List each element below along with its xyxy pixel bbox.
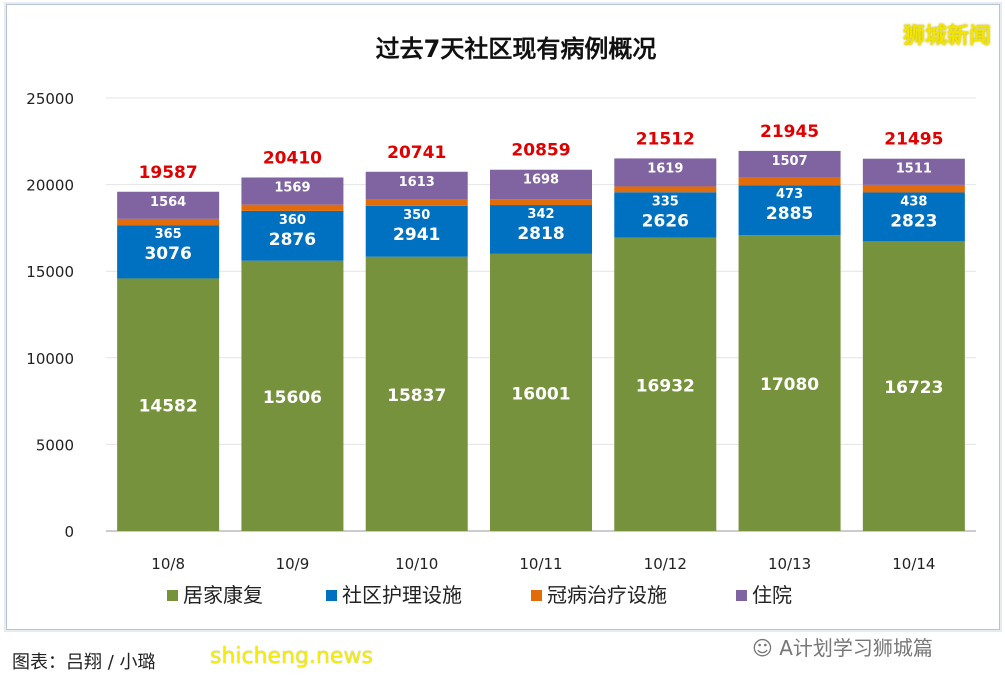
bar-segment <box>862 241 965 531</box>
stacked-bar-chart: 过去7天社区现有病例概况 0 5000 10000 15000 20000 25000 14… <box>26 35 976 607</box>
data-label: 1507 <box>771 154 807 169</box>
chart-title: 过去7天社区现有病例概况 <box>376 35 657 63</box>
legend-swatch <box>736 590 747 601</box>
wechat-account: A计划学习狮城篇 <box>779 636 933 660</box>
bar-segment <box>614 237 717 531</box>
bar-segment <box>365 256 468 531</box>
bar-segment <box>117 225 220 279</box>
bar-segment <box>862 158 965 185</box>
bar-segment <box>738 150 841 178</box>
bar-segment <box>365 171 468 200</box>
bar-segment <box>241 260 344 531</box>
x-tick-label: 10/10 <box>395 555 438 573</box>
data-label: 2941 <box>393 225 440 245</box>
legend-label: 住院 <box>752 583 792 607</box>
bar-segment <box>614 192 717 238</box>
total-label: 20859 <box>511 141 570 161</box>
watermark-logo: 狮城新闻 <box>902 24 991 49</box>
total-label: 20410 <box>263 148 322 168</box>
bar-segment <box>117 278 220 531</box>
data-label: 438 <box>900 194 927 209</box>
bar-segment <box>738 235 841 532</box>
legend-label: 社区护理设施 <box>342 583 462 607</box>
data-label: 473 <box>776 187 803 202</box>
bar-segment <box>738 185 841 236</box>
caption-watermark: shicheng.news <box>210 644 373 669</box>
data-label: 2823 <box>890 211 937 231</box>
y-tick-label: 5000 <box>36 436 74 454</box>
chart-card: 过去7天社区现有病例概况 0 5000 10000 15000 20000 25000 14… <box>6 4 1000 630</box>
wechat-icon: ☺ <box>752 636 780 660</box>
data-label: 2876 <box>269 230 316 250</box>
bar-segment <box>490 169 592 200</box>
data-label: 14582 <box>139 397 198 417</box>
total-label: 21495 <box>884 130 943 150</box>
bar-segment <box>862 192 965 242</box>
bar-segment <box>365 199 468 206</box>
data-label: 1569 <box>274 180 310 195</box>
data-label: 17080 <box>760 375 819 395</box>
x-tick-label: 10/13 <box>768 555 811 573</box>
legend-label: 居家康复 <box>183 583 263 607</box>
bar-segment <box>862 184 965 193</box>
bar-segment <box>241 210 344 261</box>
legend-swatch <box>531 590 542 601</box>
bar-segment <box>490 253 592 532</box>
total-label: 19587 <box>139 163 198 183</box>
legend-swatch <box>326 590 337 601</box>
bar-segment <box>241 177 344 205</box>
y-tick-label: 0 <box>64 523 74 541</box>
data-label: 3076 <box>144 244 191 264</box>
data-label: 2885 <box>766 204 813 224</box>
legend-swatch <box>167 590 178 601</box>
y-tick-label: 10000 <box>26 350 74 368</box>
bar-segment <box>490 205 592 254</box>
data-label: 15837 <box>387 386 446 406</box>
bar-segment <box>738 177 841 186</box>
data-label: 2626 <box>642 211 689 231</box>
data-label: 1613 <box>399 175 435 190</box>
bar-segment <box>365 205 468 257</box>
data-label: 16001 <box>511 384 570 404</box>
y-tick-label: 20000 <box>26 177 74 195</box>
x-tick-label: 10/14 <box>892 555 935 573</box>
y-tick-label: 25000 <box>26 90 74 108</box>
data-label: 1564 <box>150 195 186 210</box>
data-label: 350 <box>403 208 430 223</box>
total-label: 21945 <box>760 122 819 142</box>
data-label: 365 <box>155 227 182 242</box>
bar-segment <box>241 204 344 211</box>
data-label: 1619 <box>647 161 683 176</box>
x-tick-label: 10/8 <box>151 555 185 573</box>
data-label: 335 <box>652 194 679 209</box>
data-label: 342 <box>527 207 554 222</box>
total-label: 20741 <box>387 143 446 163</box>
x-tick-label: 10/11 <box>519 555 562 573</box>
data-label: 2818 <box>517 224 564 244</box>
data-label: 1698 <box>523 173 559 188</box>
y-tick-label: 15000 <box>26 263 74 281</box>
total-label: 21512 <box>636 129 695 149</box>
data-label: 1511 <box>896 162 932 177</box>
data-label: 15606 <box>263 388 322 408</box>
bar-segment <box>117 218 220 226</box>
x-tick-label: 10/9 <box>276 555 310 573</box>
caption: 图表：吕翔 / 小璐 <box>12 652 156 673</box>
data-label: 16932 <box>636 376 695 396</box>
legend-label: 冠病治疗设施 <box>547 583 667 607</box>
bar-segment <box>490 199 592 206</box>
x-tick-label: 10/12 <box>644 555 687 573</box>
bar-segment <box>117 191 220 219</box>
bar-segment <box>614 186 717 193</box>
data-label: 16723 <box>884 378 943 398</box>
wechat-tag: ☺ A计划学习狮城篇 <box>752 632 933 661</box>
data-label: 360 <box>279 213 306 228</box>
bar-segment <box>614 158 717 187</box>
